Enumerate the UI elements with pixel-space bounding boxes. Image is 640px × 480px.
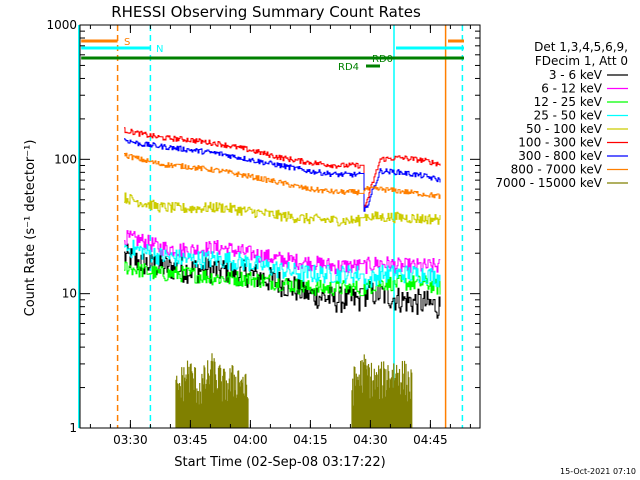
plot-frame [79,24,481,429]
legend-header-line-2: FDecim 1, Att 0 [535,54,628,68]
chart-title: RHESSI Observing Summary Count Rates [111,3,421,21]
x-tick-label: 04:30 [353,433,388,447]
x-axis-label: Start Time (02-Sep-08 03:17:22) [174,455,385,470]
legend-label: 25 - 50 keV [534,109,603,123]
axes: 1 10 100 1000 03:30 03:45 04:00 04:15 04:30 04:45 [46,18,481,447]
legend-label: 100 - 300 keV [518,136,602,150]
series-lines [124,127,441,428]
legend-label: 7000 - 15000 keV [495,176,602,190]
flag-label-s: S [124,37,130,48]
series-50-100-kev [124,192,441,227]
generation-timestamp: 15-Oct-2021 07:10 [560,467,636,476]
y-axis-label: Count Rate (s⁻¹ detector⁻¹) [23,140,38,317]
legend-label: 12 - 25 keV [534,95,603,109]
x-tick-label: 04:00 [233,433,268,447]
legend-label: 3 - 6 keV [549,68,603,82]
legend-header-line-1: Det 1,3,4,5,6,9, [534,40,628,54]
y-tick-label: 1 [69,421,77,435]
x-tick-label: 03:45 [173,433,208,447]
x-tick-label: 04:45 [413,433,448,447]
y-tick-label: 10 [62,287,77,301]
series-100-300-kev [124,127,441,208]
flag-bars: S N RD0 RD4 [81,37,464,73]
flag-label-rd0: RD0 [372,54,393,65]
series-800-7000-kev [124,152,441,199]
legend-label: 50 - 100 keV [526,122,603,136]
legend-label: 800 - 7000 keV [511,163,603,177]
legend-label: 300 - 800 keV [518,149,602,163]
series-300-800-kev [124,138,441,212]
flag-label-rd4: RD4 [338,62,359,73]
x-tick-label: 04:15 [293,433,328,447]
flag-label-n: N [156,44,163,55]
series-7000-15000-kev [175,353,413,428]
legend-label: 6 - 12 keV [541,82,603,96]
series-25-50-kev [124,239,441,290]
x-tick-label: 03:30 [113,433,148,447]
y-tick-label: 1000 [46,18,77,32]
y-tick-label: 100 [54,152,77,166]
flag-lines [78,25,464,428]
